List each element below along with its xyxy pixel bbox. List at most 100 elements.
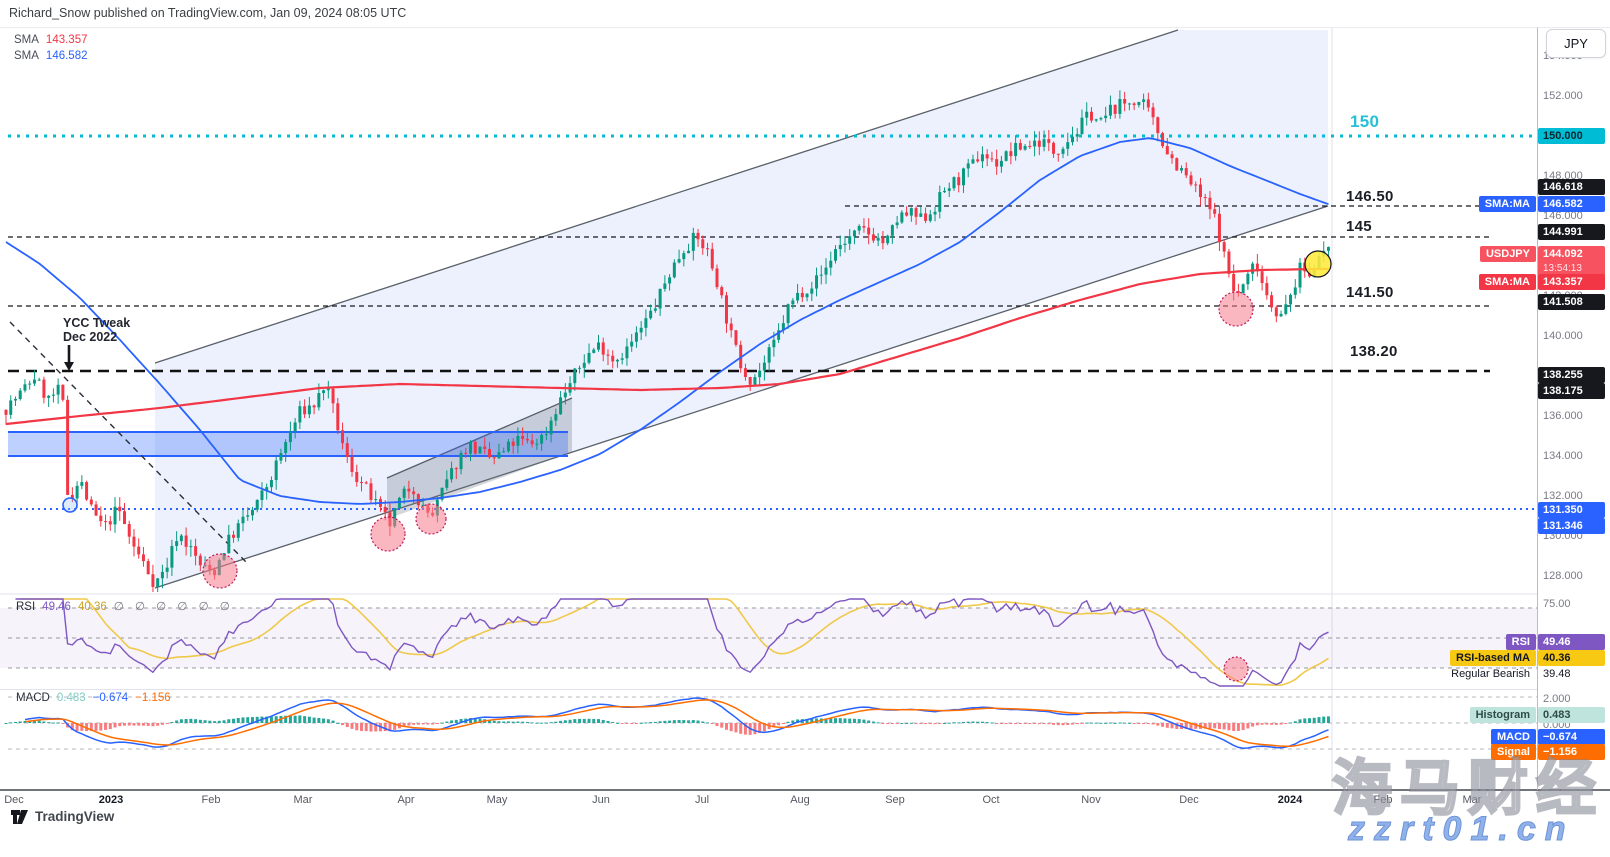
countdown: 13:54:13 — [1543, 263, 1582, 274]
time-label-May: May — [486, 794, 508, 806]
axis-side-label: Regular Bearish — [1451, 668, 1530, 680]
axis-value-tag: 0.483 — [1538, 707, 1605, 723]
rsi-empty-values: ∅ ∅ ∅ ∅ ∅ ∅ — [113, 601, 234, 613]
axis-side-label: Signal — [1490, 744, 1536, 760]
level-label-141.50: 141.50 — [1346, 284, 1394, 301]
price-tick: 146.000 — [1543, 210, 1583, 222]
axis-side-label: USDJPY — [1479, 246, 1536, 262]
level-label-146.50: 146.50 — [1346, 188, 1394, 205]
price-tick: 134.000 — [1543, 450, 1583, 462]
price-tick: 152.000 — [1543, 90, 1583, 102]
axis-value-tag: 144.991 — [1538, 224, 1605, 240]
macd-signal-value: −1.156 — [135, 692, 171, 704]
sma1-label: SMA — [14, 34, 39, 46]
pink-highlight-circle[interactable] — [1218, 291, 1254, 327]
price-tick: 140.000 — [1543, 330, 1583, 342]
tradingview-icon — [11, 810, 28, 824]
publish-info: Richard_Snow published on TradingView.co… — [9, 6, 407, 20]
sma2-value: 146.582 — [45, 50, 88, 62]
axis-value-tag: 143.357 — [1538, 274, 1605, 290]
mini-channel-upper-line[interactable] — [386, 397, 573, 479]
axis-value-tag: 131.346 — [1538, 518, 1605, 534]
axis-value-tag: 146.618 — [1538, 179, 1605, 195]
axis-value-tag: 39.48 — [1543, 668, 1571, 680]
price-tick: 132.000 — [1543, 490, 1583, 502]
time-label-Jun: Jun — [592, 794, 610, 806]
price-tick: 128.000 — [1543, 570, 1583, 582]
sma-fast-line[interactable] — [5, 267, 1329, 426]
time-label-Oct: Oct — [982, 794, 1000, 806]
time-label-2024: 2024 — [1277, 794, 1303, 806]
time-label-Nov: Nov — [1081, 794, 1101, 806]
axis-value-tag: 138.255 — [1538, 367, 1605, 383]
axis-value-tag: 49.46 — [1538, 634, 1605, 650]
macd-hist-value: 0.483 — [56, 692, 86, 704]
sma1-value: 143.357 — [45, 34, 88, 46]
rsi-legend: RSI 49.46 40.36 ∅ ∅ ∅ ∅ ∅ ∅ — [16, 599, 241, 613]
blue-highlight-circle[interactable] — [62, 497, 78, 513]
time-label-Dec: Dec — [1179, 794, 1199, 806]
level-label-145: 145 — [1346, 218, 1372, 235]
ycc-line1: YCC Tweak — [63, 316, 131, 330]
rsi-ma-value: 40.36 — [77, 601, 107, 613]
pink-highlight-circle[interactable] — [370, 516, 406, 552]
ycc-line2: Dec 2022 — [63, 330, 118, 344]
axis-side-label: RSI-based MA — [1450, 650, 1536, 666]
time-label-2023: 2023 — [98, 794, 124, 806]
time-label-Jul: Jul — [694, 794, 710, 806]
ycc-annotation: YCC Tweak Dec 2022 — [63, 316, 130, 344]
axis-value-tag: 40.36 — [1538, 650, 1605, 666]
sma-slow-line[interactable] — [5, 137, 1329, 505]
axis-value-tag: −1.156 — [1538, 744, 1605, 760]
supply-band[interactable] — [8, 432, 568, 456]
price-tick: 75.00 — [1543, 598, 1571, 610]
rsi-line[interactable] — [15, 598, 1329, 687]
channel-upper-line[interactable] — [154, 29, 1179, 364]
axis-side-label: RSI — [1505, 634, 1536, 650]
axis-value-tag: 146.582 — [1538, 196, 1605, 212]
axis-value-tag: 150.000 — [1538, 128, 1605, 144]
rsi-value: 49.46 — [42, 601, 71, 613]
pink-highlight-circle[interactable] — [202, 553, 238, 589]
time-label-Feb: Feb — [1373, 794, 1393, 806]
currency-button[interactable]: JPY — [1546, 29, 1606, 58]
axis-side-label: SMA:MA — [1478, 274, 1536, 290]
macd-pane — [4, 696, 1537, 750]
axis-value-tag: 138.175 — [1538, 383, 1605, 399]
axis-side-label: SMA:MA — [1478, 196, 1536, 212]
macd-signal-line[interactable] — [24, 699, 1329, 748]
channel-lower-line[interactable] — [154, 205, 1329, 589]
mini-channel[interactable] — [387, 398, 572, 519]
main-pane — [4, 29, 1537, 592]
sma2-label: SMA — [14, 50, 39, 62]
time-label-Mar: Mar — [1462, 794, 1482, 806]
pink-highlight-circle[interactable] — [415, 503, 447, 535]
axis-value-tag: 144.092 13:54:13 — [1538, 246, 1605, 276]
axis-value-tag: 131.350 — [1538, 502, 1605, 518]
time-label-Aug: Aug — [790, 794, 810, 806]
rsi-pane — [0, 598, 1537, 687]
downtrend-dashed-line[interactable] — [9, 321, 247, 563]
axis-value-tag: 141.508 — [1538, 294, 1605, 310]
sma2-row: SMA 146.582 — [14, 48, 88, 64]
time-label-Sep: Sep — [885, 794, 905, 806]
price-tick: 136.000 — [1543, 410, 1583, 422]
time-label-Feb: Feb — [201, 794, 221, 806]
pink-highlight-circle[interactable] — [1223, 656, 1249, 682]
axis-side-label: MACD — [1491, 729, 1536, 745]
ycc-arrow-head — [64, 362, 74, 371]
ascending-channel[interactable] — [155, 30, 1328, 588]
time-label-Mar: Mar — [293, 794, 313, 806]
tradingview-logo[interactable]: TradingView — [10, 808, 114, 825]
price-tick: 2.000 — [1543, 693, 1571, 705]
level-label-138.20: 138.20 — [1350, 343, 1398, 360]
level-label-150: 150 — [1350, 112, 1380, 131]
time-label-Dec: Dec — [4, 794, 24, 806]
tradingview-brand: TradingView — [35, 809, 115, 824]
rsi-label: RSI — [16, 601, 36, 613]
macd-label: MACD — [16, 692, 50, 704]
yellow-highlight-circle[interactable] — [1304, 250, 1332, 278]
axis-side-label: Histogram — [1469, 707, 1536, 723]
